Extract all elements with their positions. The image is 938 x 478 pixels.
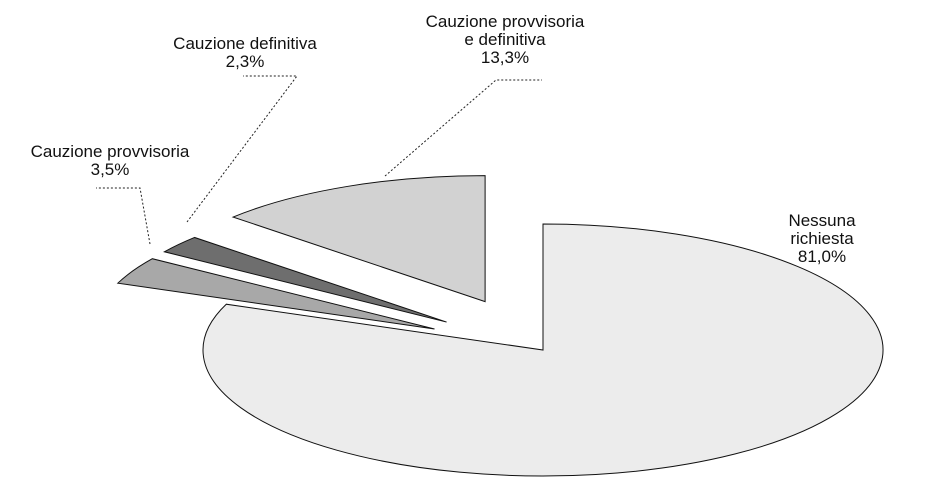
leader-line [186,75,299,223]
slice-label: Nessuna richiesta 81,0% [764,212,880,266]
pie-slice [163,236,447,323]
value-label: 3,5% [90,160,130,179]
category-label: Nessuna richiesta [788,211,856,248]
leader-line [96,187,151,245]
category-label: Cauzione provvisoria [30,142,190,161]
pie-slice [231,175,486,303]
slice-label: Cauzione provvisoria e definitiva 13,3% [426,13,585,67]
value-label: 2,3% [225,52,265,71]
pie-slice [116,258,435,330]
category-label: Cauzione definitiva [173,34,317,53]
value-label: 81,0% [797,247,847,266]
pie-slice [202,223,884,477]
leader-line [384,79,542,177]
slice-label: Cauzione provvisoria 3,5% [31,143,190,179]
slice-label: Cauzione definitiva 2,3% [173,35,317,71]
category-label: Cauzione provvisoria e definitiva [425,12,585,49]
value-label: 13,3% [480,48,530,67]
